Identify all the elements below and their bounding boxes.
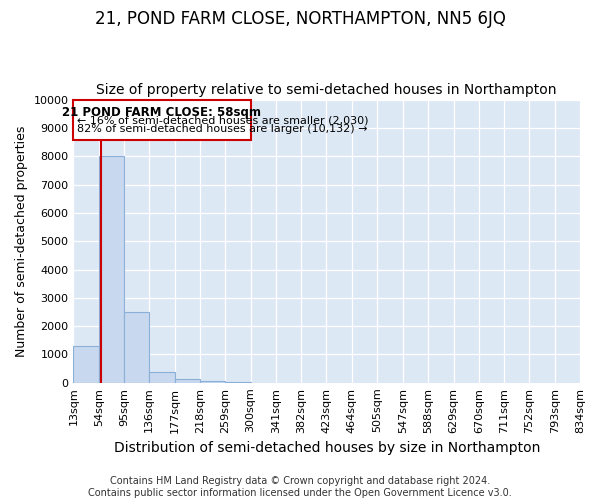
Bar bbox=[124, 312, 149, 383]
Y-axis label: Number of semi-detached properties: Number of semi-detached properties bbox=[15, 126, 28, 357]
Bar bbox=[175, 379, 200, 383]
Bar bbox=[73, 100, 251, 140]
Bar bbox=[99, 156, 124, 383]
Text: 82% of semi-detached houses are larger (10,132) →: 82% of semi-detached houses are larger (… bbox=[77, 124, 368, 134]
Text: Contains HM Land Registry data © Crown copyright and database right 2024.
Contai: Contains HM Land Registry data © Crown c… bbox=[88, 476, 512, 498]
Bar bbox=[200, 380, 225, 383]
Bar bbox=[149, 372, 175, 383]
Text: 21, POND FARM CLOSE, NORTHAMPTON, NN5 6JQ: 21, POND FARM CLOSE, NORTHAMPTON, NN5 6J… bbox=[95, 10, 505, 28]
Bar bbox=[73, 346, 99, 383]
Text: 21 POND FARM CLOSE: 58sqm: 21 POND FARM CLOSE: 58sqm bbox=[62, 106, 262, 119]
X-axis label: Distribution of semi-detached houses by size in Northampton: Distribution of semi-detached houses by … bbox=[113, 441, 540, 455]
Title: Size of property relative to semi-detached houses in Northampton: Size of property relative to semi-detach… bbox=[97, 83, 557, 97]
Bar bbox=[225, 382, 251, 383]
Text: ← 16% of semi-detached houses are smaller (2,030): ← 16% of semi-detached houses are smalle… bbox=[77, 116, 368, 126]
